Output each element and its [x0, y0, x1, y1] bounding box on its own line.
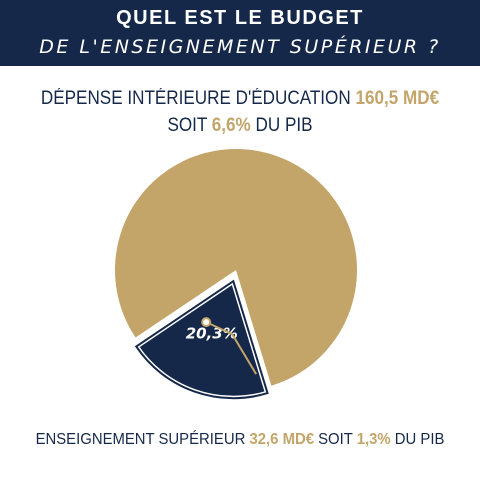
higher-education-label: ENSEIGNEMENT SUPÉRIEUR [35, 431, 246, 448]
title-line-1: QUEL EST LE BUDGET [116, 7, 364, 29]
higher-education-suffix: DU PIB [394, 431, 445, 448]
total-gdp-suffix: DU PIB [255, 115, 313, 136]
title-banner: QUEL EST LE BUDGET DE L'ENSEIGNEMENT SUP… [0, 0, 480, 66]
higher-education-pct: 1,3% [356, 431, 391, 448]
pie-slice-other-education [115, 149, 357, 386]
slice-percent-label: 20,3% [186, 324, 238, 342]
pie-slice-outline [134, 279, 269, 400]
total-spending-line: DÉPENSE INTÉRIEURE D'ÉDUCATION 160,5 MD€ [24, 88, 456, 110]
total-gdp-prefix: SOIT [167, 115, 208, 136]
title-line-2: DE L'ENSEIGNEMENT SUPÉRIEUR ? [39, 36, 441, 58]
total-spending-label: DÉPENSE INTÉRIEURE D'ÉDUCATION [40, 88, 351, 109]
leader-dot [201, 317, 212, 328]
total-gdp-value: 6,6% [211, 115, 251, 136]
leader-line [205, 321, 258, 375]
higher-education-line: ENSEIGNEMENT SUPÉRIEUR 32,6 MD€ SOIT 1,3… [17, 431, 463, 449]
higher-education-mid: SOIT [318, 431, 353, 448]
higher-education-value: 32,6 MD€ [249, 431, 314, 448]
total-spending-value: 160,5 MD€ [355, 88, 440, 109]
total-gdp-line: SOIT 6,6% DU PIB [24, 115, 456, 137]
